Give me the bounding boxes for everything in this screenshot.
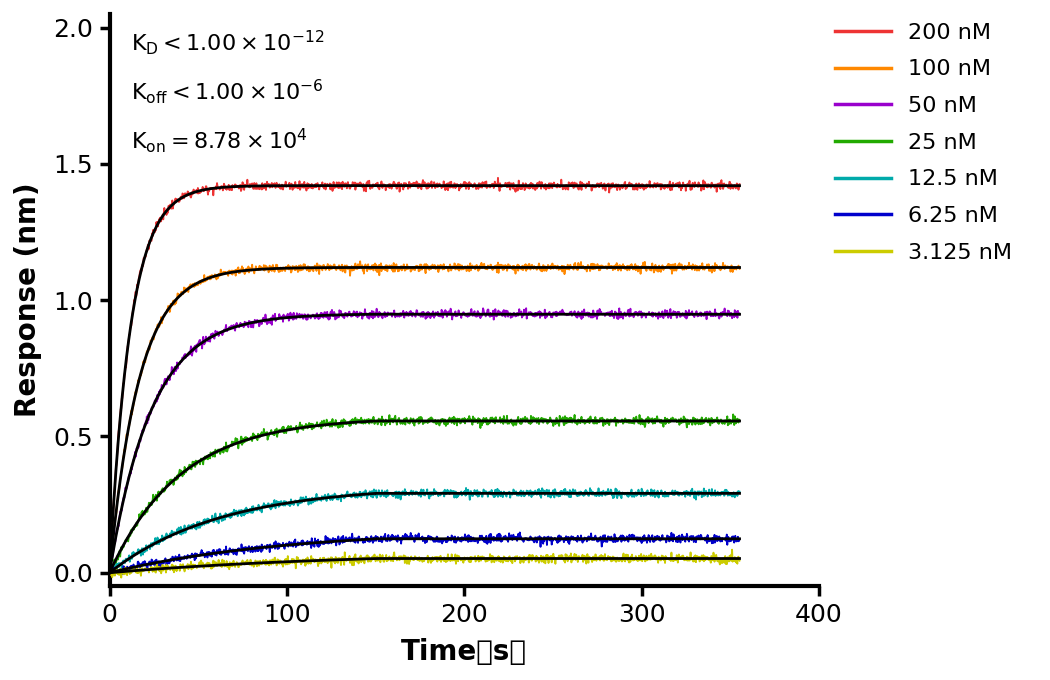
Legend: 200 nM, 100 nM, 50 nM, 25 nM, 12.5 nM, 6.25 nM, 3.125 nM: 200 nM, 100 nM, 50 nM, 25 nM, 12.5 nM, 6… [826, 14, 1022, 272]
100 nM [172, 290, 185, 298]
3.125 nM [103, 566, 116, 574]
12.5 nM [173, 526, 186, 534]
12.5 nM [104, 568, 117, 577]
3.125 nM [576, 551, 589, 559]
100 nM [211, 273, 224, 282]
100 nM [397, 262, 410, 270]
200 nM [211, 182, 224, 190]
Line: 100 nM: 100 nM [109, 261, 739, 575]
3.125 nM [212, 559, 225, 567]
200 nM [576, 182, 589, 190]
25 nM [575, 416, 588, 424]
25 nM [103, 568, 116, 576]
3.125 nM [726, 545, 738, 554]
100 nM [391, 265, 403, 273]
Line: 200 nM: 200 nM [109, 178, 739, 575]
3.125 nM [733, 557, 746, 565]
Line: 12.5 nM: 12.5 nM [109, 488, 739, 573]
Line: 6.25 nM: 6.25 nM [109, 532, 739, 575]
3.125 nM [668, 556, 680, 564]
6.25 nM [733, 535, 746, 543]
12.5 nM [397, 490, 410, 498]
200 nM [491, 174, 504, 182]
Y-axis label: Response (nm): Response (nm) [14, 183, 42, 418]
Line: 25 nM: 25 nM [109, 414, 739, 572]
6.25 nM [576, 534, 589, 543]
100 nM [354, 257, 366, 265]
6.25 nM [669, 534, 681, 542]
3.125 nM [114, 573, 127, 581]
50 nM [397, 310, 410, 318]
3.125 nM [397, 552, 410, 560]
200 nM [172, 198, 185, 206]
Line: 3.125 nM: 3.125 nM [109, 549, 739, 577]
Line: 50 nM: 50 nM [109, 308, 739, 573]
12.5 nM [733, 488, 746, 496]
6.25 nM [103, 568, 116, 577]
12.5 nM [669, 491, 681, 499]
6.25 nM [391, 534, 403, 542]
25 nM [727, 410, 739, 418]
3.125 nM [391, 556, 403, 564]
25 nM [733, 416, 746, 424]
200 nM [103, 571, 116, 579]
3.125 nM [173, 564, 186, 572]
Text: $\mathregular{K_D}$$\mathregular{<1.00\times10^{-12}}$
$\mathregular{K_{off}}$$\: $\mathregular{K_D}$$\mathregular{<1.00\t… [131, 28, 324, 155]
50 nM [576, 310, 589, 318]
6.25 nM [173, 551, 186, 559]
50 nM [211, 328, 224, 336]
25 nM [667, 415, 679, 423]
12.5 nM [460, 484, 472, 492]
100 nM [733, 265, 746, 273]
200 nM [733, 180, 746, 188]
6.25 nM [397, 533, 410, 541]
25 nM [211, 447, 224, 456]
200 nM [397, 182, 410, 190]
6.25 nM [212, 549, 225, 557]
100 nM [668, 267, 680, 275]
50 nM [103, 569, 116, 577]
X-axis label: Time（s）: Time（s） [401, 638, 527, 666]
50 nM [390, 311, 402, 319]
200 nM [668, 181, 680, 189]
25 nM [397, 420, 410, 428]
50 nM [668, 310, 680, 318]
6.25 nM [106, 571, 119, 579]
6.25 nM [513, 528, 526, 537]
12.5 nM [103, 568, 116, 577]
12.5 nM [576, 490, 589, 498]
100 nM [576, 263, 589, 271]
50 nM [733, 311, 746, 319]
100 nM [103, 571, 116, 579]
25 nM [390, 418, 402, 426]
50 nM [520, 304, 532, 312]
25 nM [172, 471, 185, 479]
50 nM [172, 360, 185, 368]
12.5 nM [212, 516, 225, 524]
200 nM [390, 184, 402, 192]
12.5 nM [391, 488, 403, 496]
